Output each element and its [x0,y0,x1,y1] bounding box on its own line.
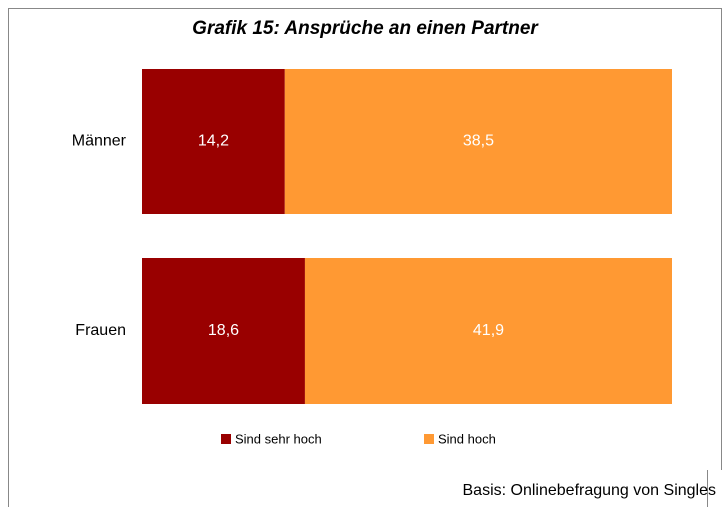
category-label: Frauen [75,322,126,339]
category-label: Männer [72,133,127,150]
bar-segment [142,69,285,214]
chart-title: Grafik 15: Ansprüche an einen Partner [192,18,539,39]
bar-segment [142,258,305,404]
value-label: 14,2 [198,133,229,150]
note: Basis: Onlinebefragung von Singles [463,482,717,499]
value-label: 38,5 [463,133,494,150]
bar-segment [284,69,672,214]
legend-swatch [221,434,231,444]
bar-segment [304,258,672,404]
value-label: 18,6 [208,322,239,339]
legend-label: Sind hoch [438,431,496,446]
value-label: 41,9 [473,322,504,339]
legend-label: Sind sehr hoch [235,431,322,446]
legend-swatch [424,434,434,444]
